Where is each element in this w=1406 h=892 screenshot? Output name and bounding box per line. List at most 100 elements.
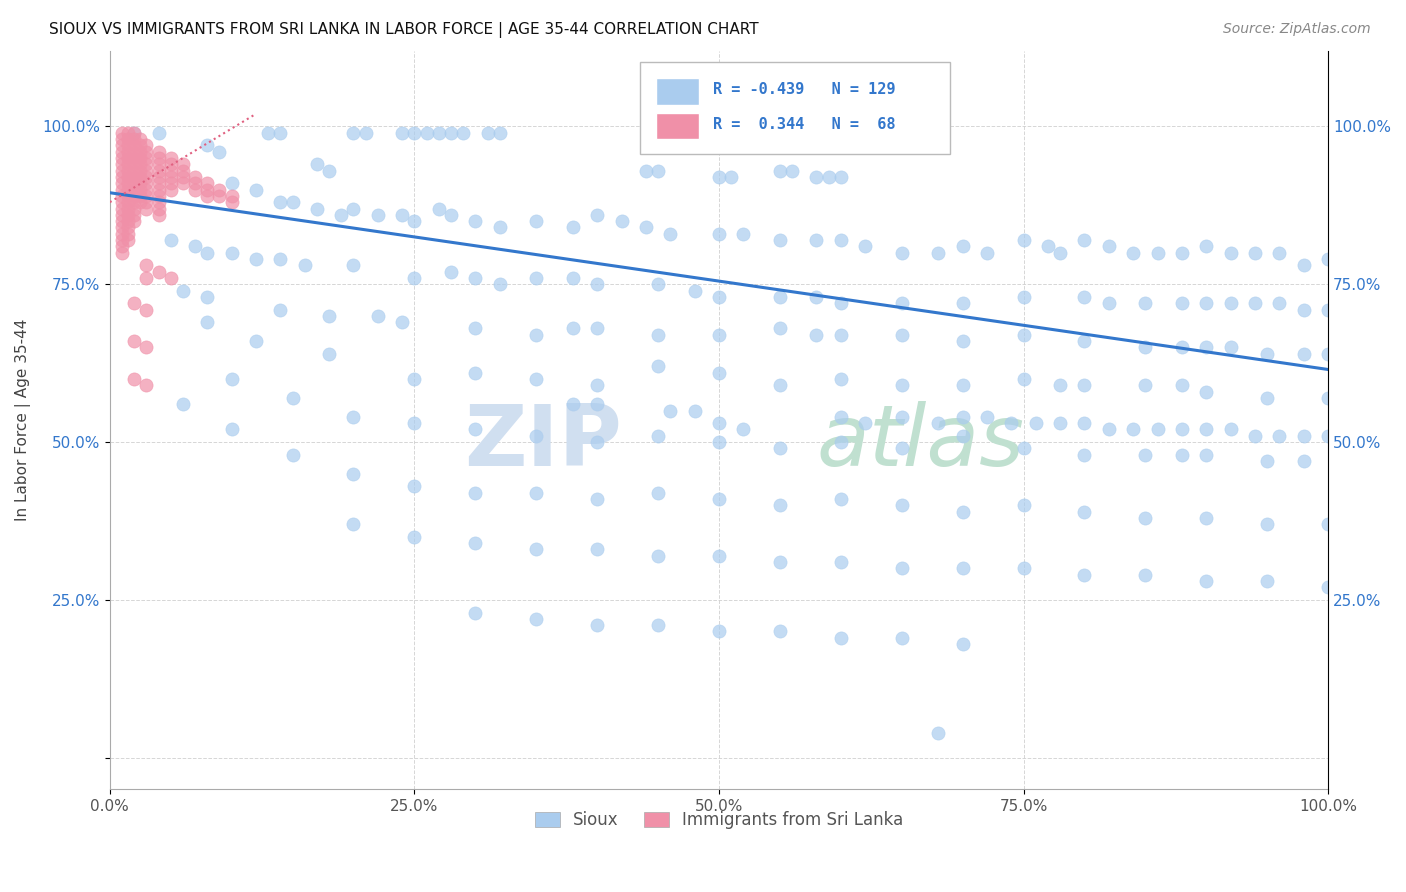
Point <box>976 245 998 260</box>
Point <box>1292 347 1315 361</box>
Point <box>129 132 152 146</box>
FancyBboxPatch shape <box>655 112 700 139</box>
Point <box>1073 448 1095 462</box>
Point <box>135 138 157 153</box>
Point <box>122 195 145 210</box>
Point <box>952 296 974 310</box>
Point <box>342 202 364 216</box>
Point <box>195 176 218 190</box>
Point <box>221 189 243 203</box>
Point <box>117 227 139 241</box>
Point <box>1171 422 1194 436</box>
Point <box>524 214 547 228</box>
Point <box>464 321 486 335</box>
Point <box>634 220 657 235</box>
Point <box>221 195 243 210</box>
Point <box>586 491 609 506</box>
Point <box>117 183 139 197</box>
Point <box>1292 258 1315 272</box>
Point <box>890 378 912 392</box>
Point <box>1219 245 1241 260</box>
Point <box>117 151 139 165</box>
Point <box>1256 347 1278 361</box>
Y-axis label: In Labor Force | Age 35-44: In Labor Force | Age 35-44 <box>15 318 31 521</box>
Point <box>1195 422 1218 436</box>
Point <box>135 340 157 354</box>
Point <box>111 145 134 159</box>
Point <box>830 372 852 386</box>
Point <box>367 309 389 323</box>
Point <box>1012 498 1035 512</box>
Point <box>391 208 413 222</box>
Point <box>707 227 730 241</box>
Point <box>1171 296 1194 310</box>
Point <box>927 245 949 260</box>
Point <box>129 157 152 171</box>
Point <box>464 485 486 500</box>
Point <box>318 309 340 323</box>
Point <box>477 126 499 140</box>
Point <box>647 429 669 443</box>
Point <box>415 126 437 140</box>
Point <box>172 169 194 184</box>
Point <box>159 163 181 178</box>
Text: atlas: atlas <box>817 401 1025 483</box>
Point <box>769 442 792 456</box>
Point <box>122 126 145 140</box>
Point <box>159 271 181 285</box>
Point <box>1195 511 1218 525</box>
Point <box>184 169 207 184</box>
Point <box>111 245 134 260</box>
Point <box>707 366 730 380</box>
Point <box>890 498 912 512</box>
Point <box>208 183 231 197</box>
Point <box>117 189 139 203</box>
Point <box>586 618 609 632</box>
Point <box>122 183 145 197</box>
Point <box>318 163 340 178</box>
Point <box>1122 422 1144 436</box>
Point <box>1256 454 1278 468</box>
Point <box>111 208 134 222</box>
Point <box>1219 422 1241 436</box>
Point <box>111 157 134 171</box>
Point <box>647 549 669 563</box>
Point <box>524 612 547 626</box>
Point <box>1317 580 1340 594</box>
Point <box>586 397 609 411</box>
Point <box>1012 233 1035 247</box>
Point <box>1098 296 1121 310</box>
Point <box>806 233 828 247</box>
Point <box>1195 574 1218 588</box>
Point <box>122 372 145 386</box>
Point <box>122 202 145 216</box>
Point <box>1146 245 1168 260</box>
Point <box>1012 561 1035 575</box>
Point <box>148 189 170 203</box>
Point <box>806 169 828 184</box>
Point <box>769 378 792 392</box>
Point <box>707 290 730 304</box>
Point <box>927 416 949 430</box>
Point <box>221 372 243 386</box>
Point <box>1098 239 1121 253</box>
Point <box>195 138 218 153</box>
Point <box>524 485 547 500</box>
Point <box>1244 429 1267 443</box>
Point <box>195 189 218 203</box>
Point <box>586 277 609 292</box>
Point <box>111 239 134 253</box>
Text: Source: ZipAtlas.com: Source: ZipAtlas.com <box>1223 22 1371 37</box>
Point <box>159 151 181 165</box>
Point <box>269 252 291 266</box>
Point <box>342 517 364 532</box>
Point <box>853 416 876 430</box>
Point <box>683 403 706 417</box>
Point <box>135 145 157 159</box>
Point <box>117 163 139 178</box>
Point <box>195 290 218 304</box>
Point <box>707 327 730 342</box>
Point <box>440 126 463 140</box>
Point <box>195 183 218 197</box>
Point <box>524 542 547 557</box>
